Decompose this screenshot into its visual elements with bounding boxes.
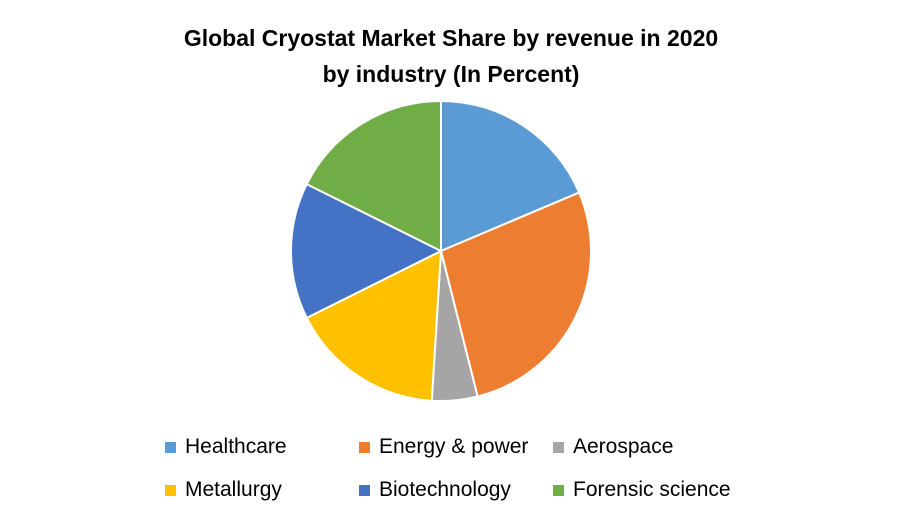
legend-label-biotechnology: Biotechnology xyxy=(379,478,511,501)
legend-label-metallurgy: Metallurgy xyxy=(185,478,282,501)
legend-item-biotechnology: Biotechnology xyxy=(359,478,511,502)
legend-item-healthcare: Healthcare xyxy=(165,435,287,459)
pie-slice-energy-power xyxy=(440,191,592,398)
legend-item-metallurgy: Metallurgy xyxy=(165,478,282,502)
legend-label-forensic-science: Forensic science xyxy=(573,478,731,501)
legend-label-aerospace: Aerospace xyxy=(573,435,674,458)
chart-title: Global Cryostat Market Share by revenue … xyxy=(0,20,902,92)
pie-slice-forensic-science xyxy=(305,100,442,252)
pie-slice-metallurgy xyxy=(305,250,442,402)
legend-swatch-healthcare xyxy=(165,441,176,453)
legend-item-forensic-science: Forensic science xyxy=(553,478,731,502)
chart-title-line-1: Global Cryostat Market Share by revenue … xyxy=(183,25,719,51)
legend-swatch-forensic-science xyxy=(553,484,564,496)
pie-slice-healthcare xyxy=(440,100,581,252)
legend-item-energy-power: Energy & power xyxy=(359,435,528,459)
legend-swatch-metallurgy xyxy=(165,484,176,496)
legend-swatch-biotechnology xyxy=(359,484,370,496)
chart-title-line-2: by industry (In Percent) xyxy=(322,61,580,87)
legend-label-healthcare: Healthcare xyxy=(185,435,287,458)
pie-slice-biotechnology xyxy=(289,183,442,319)
legend-swatch-energy-power xyxy=(359,441,370,453)
legend-label-energy-power: Energy & power xyxy=(379,435,529,458)
legend-item-aerospace: Aerospace xyxy=(553,435,673,459)
legend-swatch-aerospace xyxy=(553,441,564,453)
